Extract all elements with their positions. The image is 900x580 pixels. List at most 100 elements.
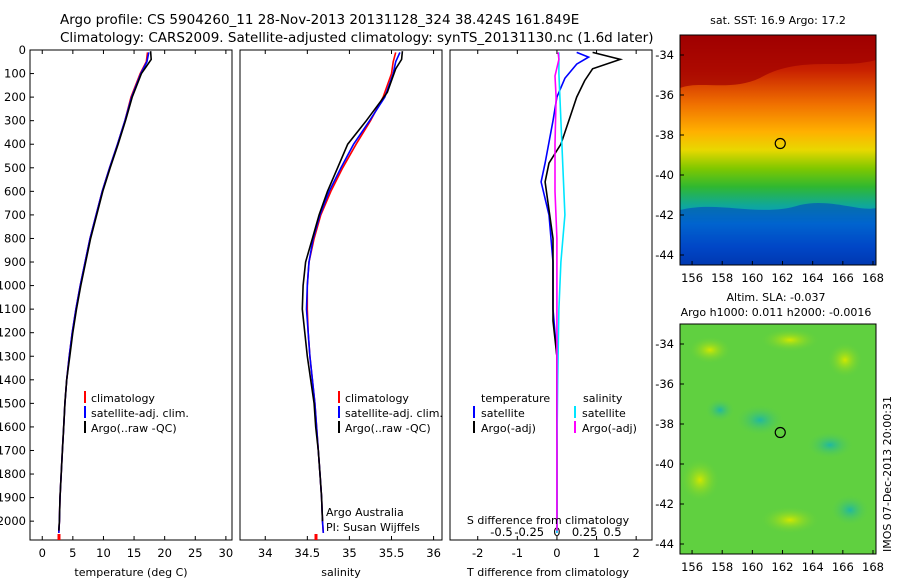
lat-tick-label: -42	[655, 208, 674, 222]
x-tick-label: 10	[96, 546, 111, 560]
salinity-legend: climatology satellite-adj. clim. Argo(..…	[338, 391, 443, 435]
y-tick-label: 900	[4, 255, 26, 269]
lat-tick-label: -42	[655, 497, 674, 511]
argo-location-marker	[774, 137, 786, 150]
y-tick-label: 800	[4, 231, 26, 245]
y-tick-label: 1400	[0, 373, 26, 387]
x-tick-label: 25	[188, 546, 203, 560]
lat-tick-label: -38	[655, 128, 674, 142]
x-tick-label: -2	[472, 546, 483, 560]
difference-legend: temperature salinity satellite Argo(-adj…	[473, 392, 637, 435]
legend-s-argo: Argo(-adj)	[582, 422, 637, 435]
lon-tick-label: 166	[832, 560, 854, 574]
lat-tick-label: -36	[655, 88, 674, 102]
temperature-x-axis: 0 5 10 15 20 25 30	[39, 50, 234, 560]
legend-argo: Argo(..raw -QC)	[345, 422, 431, 435]
sst-cold-region	[680, 203, 876, 265]
lat-tick-label: -38	[655, 417, 674, 431]
difference-panel: -2 -1 0 1 2-0.5 -0.25 0 0.25 0.5 S difference fr…	[449, 49, 653, 579]
difference-x-axis: -2 -1 0 1 2-0.5 -0.25 0 0.25 0.5	[472, 50, 640, 560]
temperature-series	[57, 51, 153, 540]
lat-tick-label: -34	[655, 337, 674, 351]
imos-watermark: IMOS 07-Dec-2013 20:00:31	[881, 396, 894, 552]
lat-tick-label: -34	[655, 48, 674, 62]
legend-satellite: satellite-adj. clim.	[345, 407, 443, 420]
lon-tick-label: 156	[681, 560, 703, 574]
lon-tick-label: 156	[681, 271, 703, 285]
lon-tick-label: 164	[802, 560, 824, 574]
salinity-xlabel: salinity	[321, 566, 361, 579]
y-tick-label: 1000	[0, 279, 26, 293]
legend-climatology: climatology	[91, 392, 155, 405]
y-tick-label: 1900	[0, 491, 26, 505]
sst-map: sat. SST: 16.9 Argo: 17.2 156 158 160 162 16…	[655, 14, 884, 285]
y-tick-label: 700	[4, 208, 26, 222]
x-tick-label: 36	[426, 546, 441, 560]
sst-map-axes: 156 158 160 162 164 166 168 -34 -36 -38 -40 -42 -44	[655, 48, 884, 285]
lon-tick-label: 160	[741, 560, 763, 574]
top-tick-label: 0.5	[603, 525, 621, 539]
sla-map-axes: 156 158 160 162 164 166 168 -34 -36 -38 -40 -42 -44	[655, 337, 884, 574]
x-tick-label: 34	[258, 546, 273, 560]
lon-tick-label: 158	[711, 271, 733, 285]
lat-tick-label: -40	[655, 457, 674, 471]
y-tick-label: 300	[4, 114, 26, 128]
x-tick-label: 34.5	[295, 546, 321, 560]
legend-header-salinity: salinity	[583, 392, 623, 405]
title-line-1: Argo profile: CS 5904260_11 28-Nov-2013 …	[60, 12, 579, 28]
lon-tick-label: 168	[862, 560, 884, 574]
salinity-panel: 34 34.5 35 35.5 36 salinity climatology sate…	[239, 49, 443, 579]
top-tick-label: -0.5	[490, 525, 512, 539]
y-tick-label: 400	[4, 137, 26, 151]
y-tick-label: 600	[4, 184, 26, 198]
y-tick-label: 200	[4, 90, 26, 104]
series-line	[554, 52, 560, 531]
salinity-x-axis: 34 34.5 35 35.5 36	[258, 50, 441, 560]
difference-top-xlabel: S difference from climatology	[467, 514, 630, 527]
temperature-legend: climatology satellite-adj. clim. Argo(..…	[84, 391, 189, 435]
y-tick-label: 1200	[0, 326, 26, 340]
difference-series	[540, 51, 624, 533]
y-tick-label: 100	[4, 67, 26, 81]
lat-tick-label: -40	[655, 168, 674, 182]
temperature-y-axis: 0 100 200 300 400 500 600 700 800 900 1000 1100 1200…	[0, 43, 34, 528]
x-tick-label: 30	[219, 546, 234, 560]
lon-tick-label: 168	[862, 271, 884, 285]
y-tick-label: 1800	[0, 467, 26, 481]
legend-climatology: climatology	[345, 392, 409, 405]
sla-map-title-2: Argo h1000: 0.011 h2000: -0.0016	[681, 306, 872, 319]
lon-tick-label: 164	[802, 271, 824, 285]
y-tick-label: 1300	[0, 349, 26, 363]
top-tick-label: -0.25	[514, 525, 544, 539]
y-tick-label: 1500	[0, 396, 26, 410]
lon-tick-label: 166	[832, 271, 854, 285]
top-tick-label: 0.25	[572, 525, 598, 539]
temperature-panel: 0100200300400500600700800900100011001200…	[0, 43, 233, 579]
y-tick-label: 1700	[0, 443, 26, 457]
salinity-series	[301, 51, 404, 540]
sst-warm-region	[680, 35, 876, 88]
y-tick-label: 1100	[0, 302, 26, 316]
sla-map-frame	[679, 323, 877, 555]
y-tick-label: 1600	[0, 420, 26, 434]
x-tick-label: -1	[512, 546, 523, 560]
series-line	[544, 51, 624, 531]
lon-tick-label: 162	[772, 560, 794, 574]
title-line-2: Climatology: CARS2009. Satellite-adjuste…	[60, 30, 653, 46]
sla-map: Altim. SLA: -0.037 Argo h1000: 0.011 h20…	[655, 291, 884, 574]
x-tick-label: 2	[632, 546, 639, 560]
x-tick-label: 0	[39, 546, 46, 560]
y-tick-label: 500	[4, 161, 26, 175]
x-tick-label: 35.5	[379, 546, 405, 560]
lon-tick-label: 160	[741, 271, 763, 285]
sst-map-frame	[679, 34, 877, 266]
x-tick-label: 35	[342, 546, 357, 560]
y-tick-label: 0	[19, 43, 26, 57]
x-tick-label: 20	[157, 546, 172, 560]
lat-tick-label: -44	[655, 248, 674, 262]
lat-tick-label: -44	[655, 537, 674, 551]
lon-tick-label: 162	[772, 271, 794, 285]
series-line	[58, 51, 153, 531]
legend-header-temperature: temperature	[481, 392, 550, 405]
